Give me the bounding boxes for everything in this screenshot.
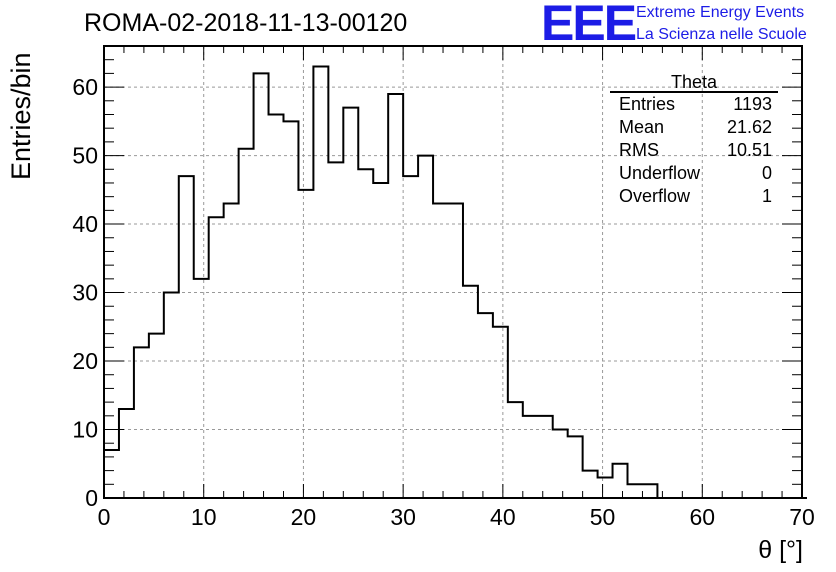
stat-row: RMS 10.51 (610, 139, 778, 162)
stat-label: Underflow (619, 163, 701, 183)
x-tick-label: 30 (390, 504, 416, 530)
stat-label: Mean (619, 117, 665, 137)
x-tick-label: 10 (191, 504, 217, 530)
x-tick-label: 40 (490, 504, 516, 530)
stat-row: Underflow 0 (610, 162, 778, 185)
eee-logo: EEE (541, 0, 637, 51)
logo-tagline-1: Extreme Energy Events (636, 4, 805, 21)
stat-row: Overflow 1 (610, 185, 778, 208)
y-tick-label: 50 (72, 143, 98, 169)
stat-value: 1193 (733, 94, 772, 114)
x-tick-label: 70 (789, 504, 815, 530)
x-tick-label: 60 (689, 504, 715, 530)
logo-tagline-2: La Scienza nelle Scuole (636, 26, 807, 43)
grid-lines (104, 46, 802, 498)
stat-value: 21.62 (726, 117, 772, 137)
x-tick-label: 0 (98, 504, 111, 530)
y-tick-label: 0 (85, 485, 98, 511)
histogram-line (103, 65, 807, 499)
stat-value: 0 (761, 163, 772, 183)
stat-label: Overflow (619, 186, 691, 206)
stats-title: Theta (610, 73, 778, 93)
y-tick-label: 20 (72, 348, 98, 374)
y-tick-label: 60 (72, 74, 98, 100)
stat-row: Entries 1193 (610, 93, 778, 116)
stat-row: Mean 21.62 (610, 116, 778, 139)
chart-title: ROMA-02-2018-11-13-00120 (84, 9, 408, 37)
stat-label: Entries (619, 94, 676, 114)
y-tick-label: 10 (72, 417, 98, 443)
stats-box: Theta Entries 1193 Mean 21.62 RMS 10.51 … (610, 73, 778, 208)
stat-label: RMS (619, 140, 659, 160)
plot-frame (103, 45, 803, 499)
y-tick-label: 40 (72, 211, 98, 237)
stat-value: 1 (761, 186, 772, 206)
x-tick-label: 50 (590, 504, 616, 530)
x-axis-label: θ [°] (758, 536, 803, 564)
stat-value: 10.51 (726, 140, 772, 160)
axis-ticks (103, 45, 803, 499)
y-tick-label: 30 (72, 280, 98, 306)
x-tick-label: 20 (291, 504, 317, 530)
